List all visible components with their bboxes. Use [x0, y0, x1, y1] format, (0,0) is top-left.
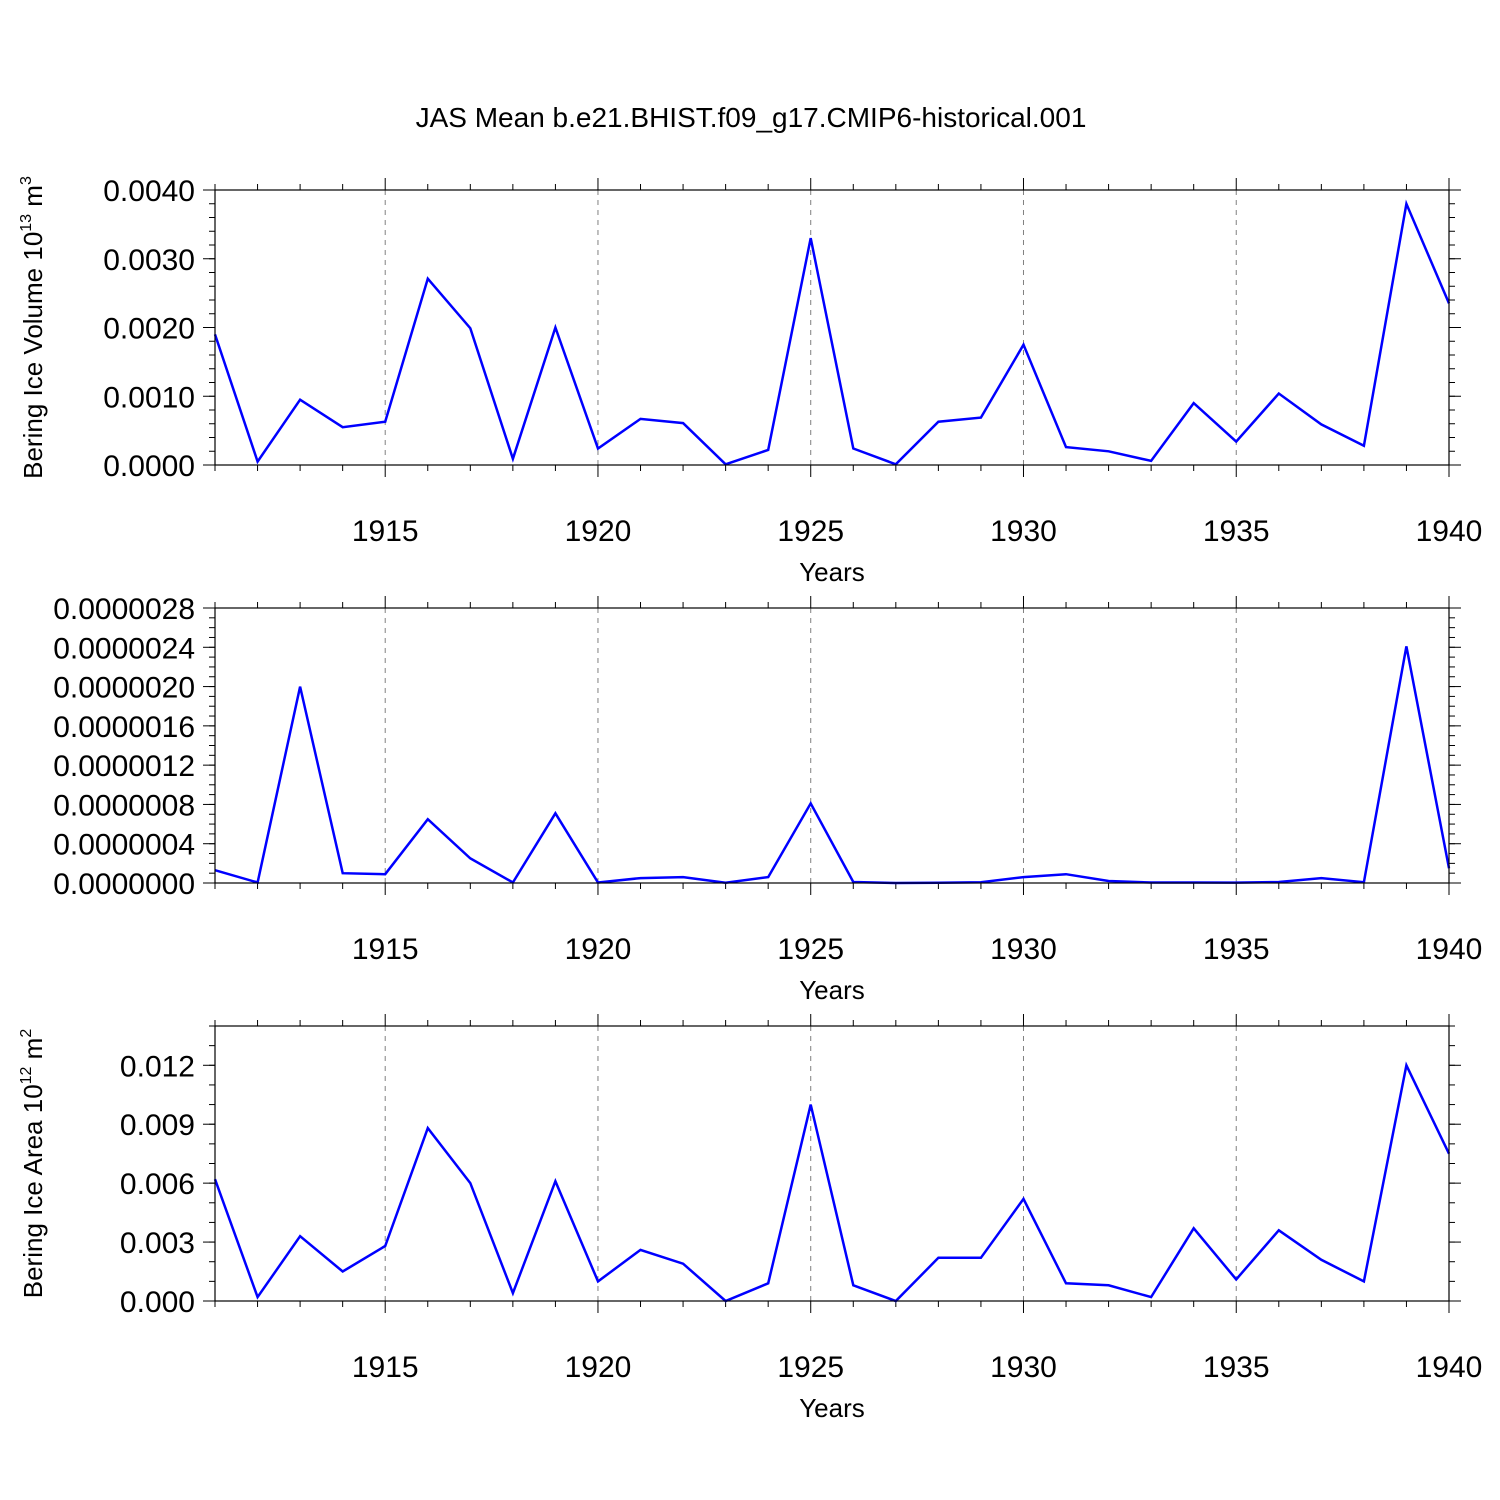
- plot-frame: [214, 189, 1450, 466]
- plot-frame: [214, 1025, 1450, 1302]
- y-tick-label: 0.0000016: [53, 711, 195, 744]
- chart-panel-1: 0.0000 0.0010 0.0020 0.0030 0.0040 1915 1920 19…: [18, 175, 1482, 587]
- x-tick-label: 1920: [565, 933, 632, 966]
- series-line: [214, 646, 1451, 885]
- y-tick-label: 0.009: [120, 1109, 195, 1142]
- y-tick-label: 0.0040: [103, 175, 195, 208]
- y-tick-label: 0.0020: [103, 313, 195, 346]
- y-tick-label: 0.000: [120, 1286, 195, 1319]
- x-tick-label: 1920: [565, 515, 632, 548]
- x-axis-label: Years: [799, 557, 865, 587]
- y-tick-label: 0.003: [120, 1227, 195, 1260]
- x-tick-label: 1915: [352, 1351, 419, 1384]
- x-axis-label: Years: [799, 975, 865, 1005]
- plot-frame: [214, 607, 1450, 884]
- chart-panel-2: 0.0000000 0.0000004 0.0000008 0.0000012 0.00…: [53, 593, 1482, 1005]
- y-tick-label: 0.0000: [103, 450, 195, 483]
- series-line: [213, 199, 1451, 466]
- y-tick-label: 0.012: [120, 1050, 195, 1083]
- y-tick-label: 0.0000028: [53, 593, 195, 626]
- y-tick-label: 0.0000012: [53, 750, 195, 783]
- x-tick-label: 1925: [777, 933, 844, 966]
- y-tick-label: 0.0000020: [53, 672, 195, 705]
- x-tick-label: 1925: [777, 515, 844, 548]
- x-tick-label: 1940: [1416, 515, 1483, 548]
- y-tick-label: 0.0030: [103, 244, 195, 277]
- y-tick-label: 0.0000024: [53, 632, 195, 665]
- x-tick-label: 1925: [777, 1351, 844, 1384]
- y-axis-label: Bering Ice Area 1012 m2: [18, 1029, 48, 1299]
- y-tick-label: 0.0000000: [53, 868, 195, 901]
- x-tick-label: 1935: [1203, 1351, 1270, 1384]
- x-tick-label: 1930: [990, 515, 1057, 548]
- x-tick-label: 1915: [352, 515, 419, 548]
- x-tick-label: 1915: [352, 933, 419, 966]
- y-axis-label: Bering Ice Volume 1013 m3: [18, 176, 48, 479]
- x-axis-label: Years: [799, 1393, 865, 1423]
- chart-panel-3: 0.000 0.003 0.006 0.009 0.012 1915 1920 1925 193…: [18, 1014, 1482, 1423]
- x-tick-label: 1920: [565, 1351, 632, 1384]
- x-tick-label: 1930: [990, 1351, 1057, 1384]
- x-tick-label: 1930: [990, 933, 1057, 966]
- y-tick-label: 0.006: [120, 1168, 195, 1201]
- series-line: [213, 1061, 1451, 1303]
- x-tick-label: 1940: [1416, 1351, 1483, 1384]
- panels: 0.0000 0.0010 0.0020 0.0030 0.0040 1915 1920 19…: [18, 175, 1482, 1423]
- y-tick-label: 0.0000004: [53, 829, 195, 862]
- x-tick-label: 1935: [1203, 515, 1270, 548]
- chart-title: JAS Mean b.e21.BHIST.f09_g17.CMIP6-histo…: [416, 102, 1087, 133]
- x-tick-label: 1935: [1203, 933, 1270, 966]
- x-tick-label: 1940: [1416, 933, 1483, 966]
- y-tick-label: 0.0010: [103, 381, 195, 414]
- y-tick-label: 0.0000008: [53, 789, 195, 822]
